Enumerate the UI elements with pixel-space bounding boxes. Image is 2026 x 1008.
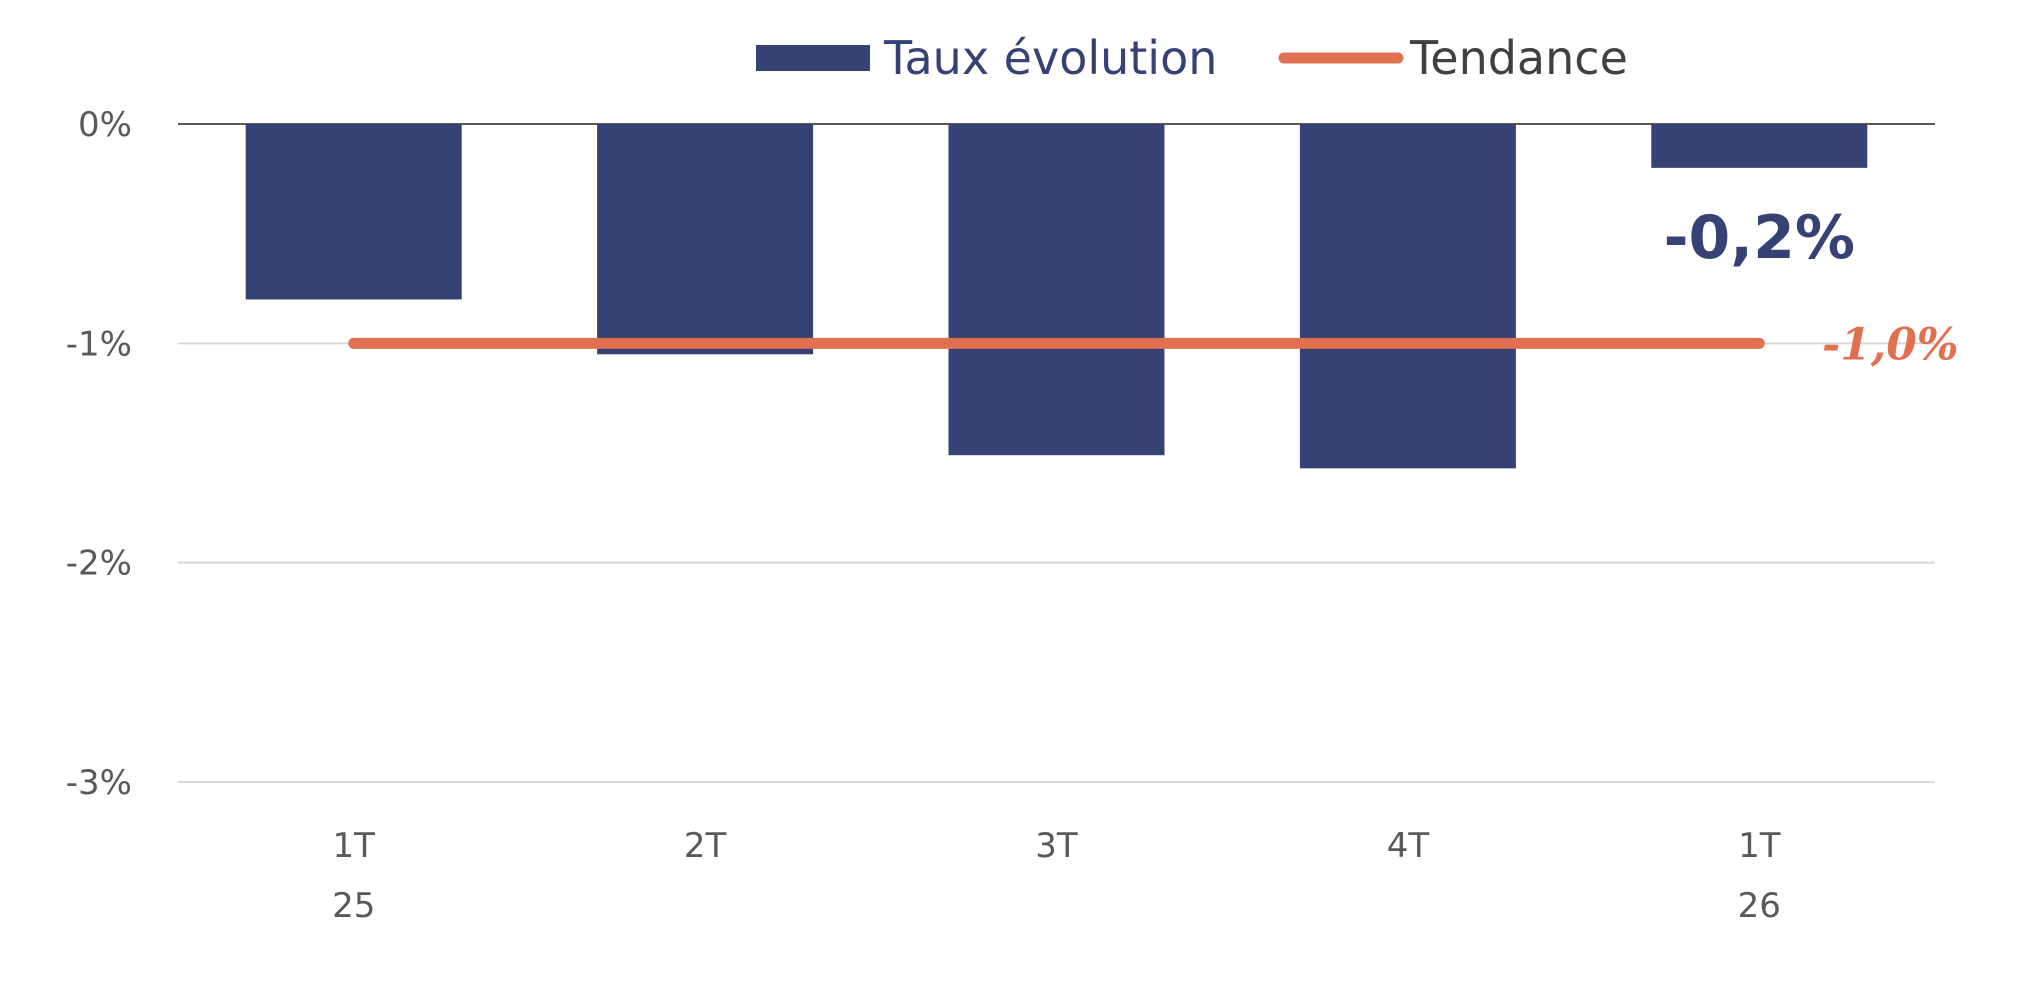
legend-label-line: Tendance (1409, 31, 1628, 85)
bar-data-label: -0,2% (1664, 203, 1855, 273)
x-tick-label: 1T (332, 826, 375, 866)
x-tick-label: 3T (1035, 826, 1078, 866)
bar (1299, 124, 1516, 469)
trend-data-label: -1,0% (1822, 319, 1959, 370)
bar (597, 124, 814, 355)
data-labels: -0,2% -1,0% (1664, 203, 1959, 370)
bars (245, 124, 1868, 469)
legend-label-bar: Taux évolution (883, 31, 1217, 85)
bar (948, 124, 1165, 456)
y-tick-label: -1% (66, 324, 132, 364)
bar (245, 124, 462, 300)
x-tick-label: 1T (1738, 826, 1781, 866)
y-tick-label: 0% (78, 105, 132, 145)
bar (1651, 124, 1868, 168)
y-tick-label: -2% (66, 544, 132, 584)
x-axis-ticks: 1T 25 2T 3T 4T 1T 26 (332, 826, 1781, 926)
x-tick-label: 25 (332, 886, 375, 926)
x-tick-label: 26 (1738, 886, 1781, 926)
y-axis-ticks: 0% -1% -2% -3% (66, 105, 132, 803)
legend-swatch-bar (756, 45, 870, 71)
legend: Taux évolution Tendance (756, 31, 1628, 85)
x-tick-label: 2T (684, 826, 727, 866)
y-tick-label: -3% (66, 763, 132, 803)
x-tick-label: 4T (1387, 826, 1430, 866)
